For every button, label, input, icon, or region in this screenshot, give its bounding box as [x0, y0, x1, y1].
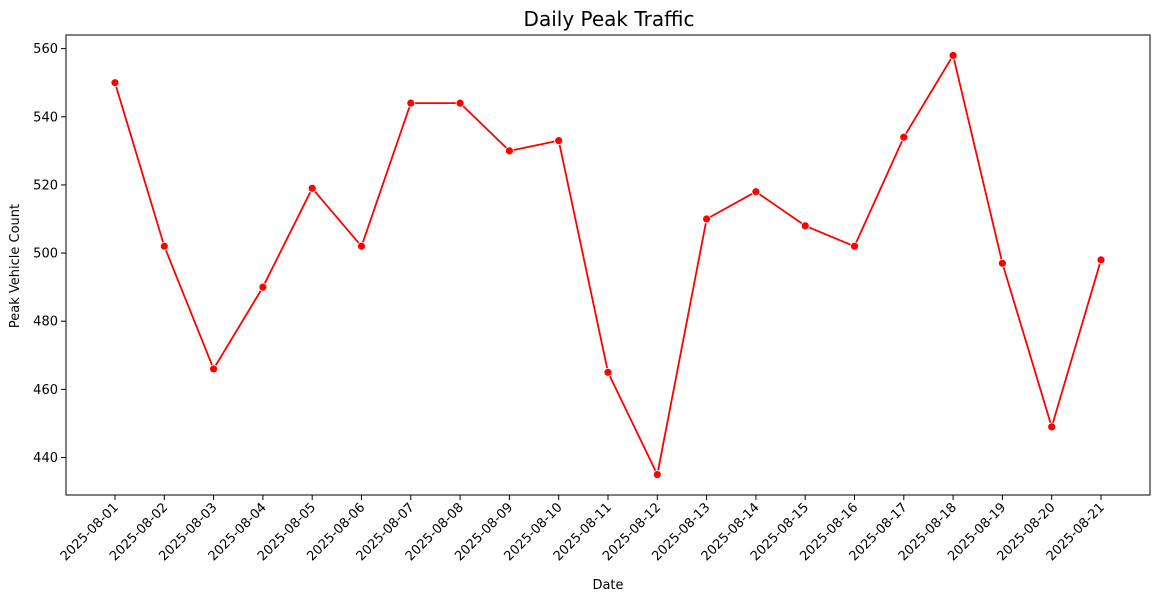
data-point — [702, 214, 711, 224]
data-point — [159, 241, 169, 251]
y-tick-label: 500 — [33, 247, 58, 262]
plot-area — [65, 34, 1151, 496]
y-axis: 440 460 480 500 520 540 560 — [33, 42, 66, 466]
data-point — [455, 98, 465, 108]
data-point — [948, 51, 958, 60]
data-point — [850, 241, 859, 251]
data-point — [751, 187, 761, 197]
data-point — [307, 183, 317, 193]
data-point — [406, 98, 416, 108]
data-point — [800, 221, 810, 231]
data-point — [357, 241, 366, 251]
y-tick-label: 440 — [33, 451, 58, 466]
data-point — [209, 364, 219, 374]
data-point — [652, 470, 662, 479]
y-axis-label: Peak Vehicle Count — [8, 204, 23, 328]
y-tick-label: 480 — [33, 315, 58, 330]
x-axis: 2025-08-012025-08-022025-08-032025-08-04… — [58, 495, 1108, 564]
data-point — [998, 258, 1007, 268]
y-tick-label: 560 — [33, 42, 58, 57]
data-point — [1047, 422, 1057, 432]
y-tick-label: 520 — [33, 178, 58, 193]
x-axis-label: Date — [592, 578, 623, 593]
data-point — [110, 78, 120, 88]
data-point — [554, 136, 564, 146]
y-tick-label: 540 — [33, 110, 58, 125]
data-point — [899, 132, 909, 142]
plot-frame — [65, 34, 1151, 496]
chart-title: Daily Peak Traffic — [524, 7, 695, 31]
y-tick-label: 460 — [33, 383, 58, 398]
data-point — [603, 367, 613, 377]
series-line — [114, 54, 1102, 476]
data-point — [258, 282, 268, 292]
data-point — [1096, 255, 1106, 265]
data-point — [504, 146, 514, 156]
